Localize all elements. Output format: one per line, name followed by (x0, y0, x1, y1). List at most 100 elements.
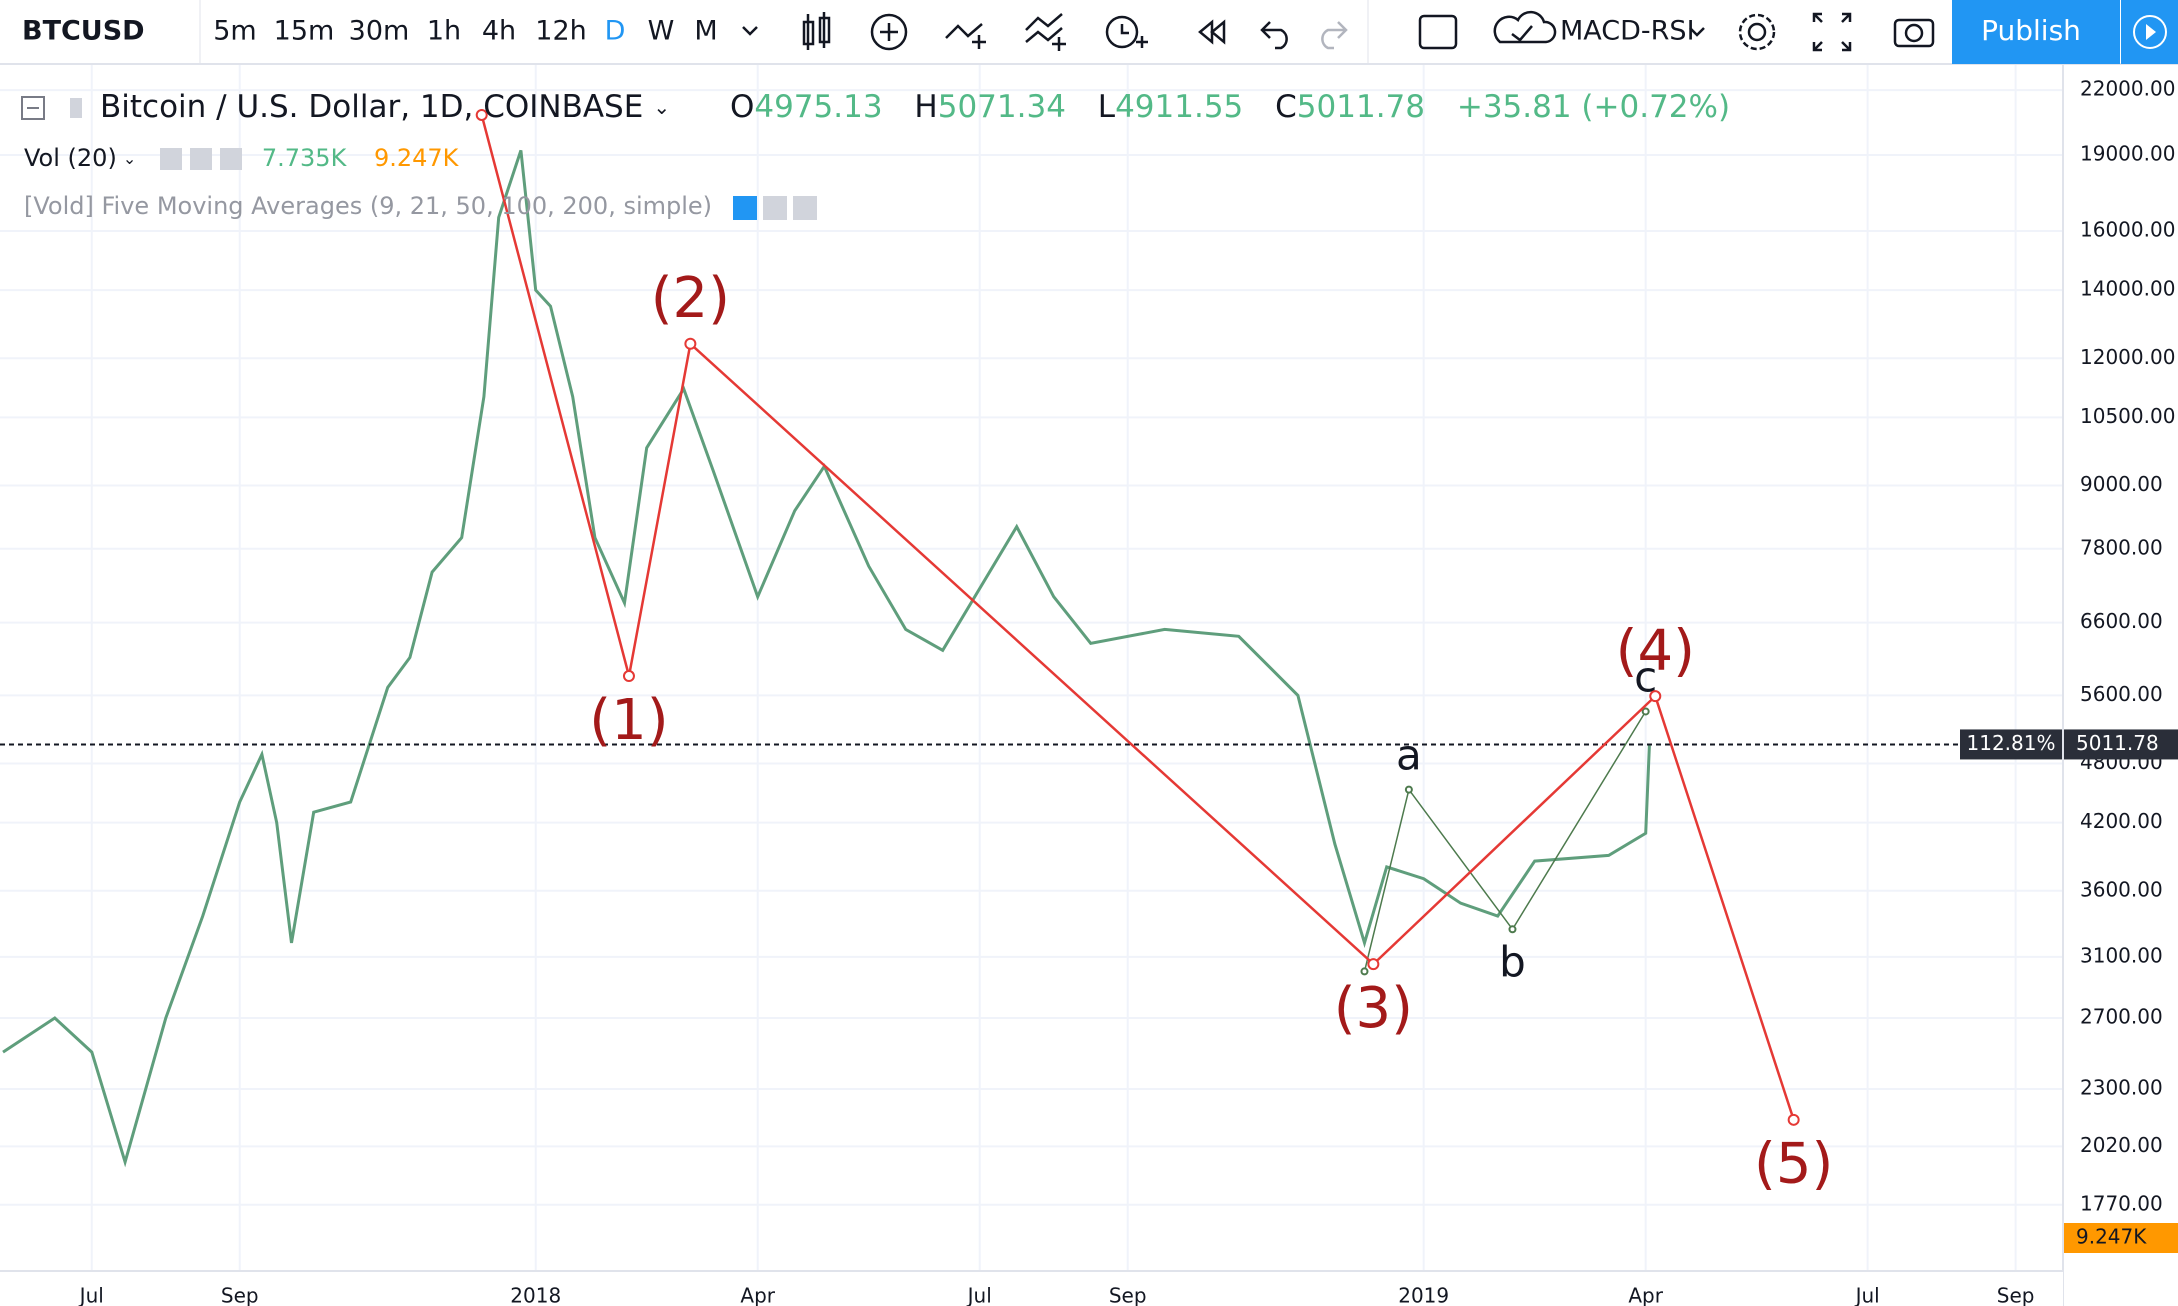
interval-button[interactable]: 5m (213, 16, 256, 47)
interval-button[interactable]: W (648, 16, 675, 47)
x-tick-label: Jul (966, 1284, 992, 1306)
redo-button[interactable] (1321, 21, 1348, 50)
snapshot-button[interactable] (1893, 18, 1935, 48)
open-value: 4975.13 (754, 89, 882, 125)
toolbar (0, 0, 2178, 64)
change-value: +35.81 (+0.72%) (1457, 89, 1730, 125)
percent-badge (1960, 729, 2062, 760)
price-axis[interactable] (2063, 65, 2178, 1306)
subwaves-label: b (1499, 937, 1526, 986)
y-tick-label: 5600.00 (2080, 682, 2163, 706)
waves-point (1787, 1113, 1800, 1126)
open-label: O (730, 89, 754, 125)
y-tick-label: 1770.00 (2080, 1191, 2163, 1215)
time-axis[interactable] (0, 1271, 2063, 1306)
publish-menu-icon (2133, 15, 2167, 49)
high-value: 5071.34 (938, 89, 1066, 125)
x-tick-label: Jul (1854, 1284, 1880, 1306)
volume-ma-value: 9.247K (374, 144, 460, 172)
ma-legend[interactable]: [Vold] Five Moving Averages (9, 21, 50, … (24, 192, 712, 220)
volume-legend: Vol (20) ⌄ 7.735K 9.247K (24, 144, 460, 172)
y-tick-label: 7800.00 (2080, 535, 2163, 559)
close-value: 5011.78 (1297, 89, 1425, 125)
waves-line (480, 114, 1795, 1121)
interval-button[interactable]: 12h (535, 16, 586, 47)
series-legend: Bitcoin / U.S. Dollar, 1D, COINBASE ⌄ O49… (100, 89, 1730, 125)
x-tick-label: Jul (78, 1284, 104, 1306)
interval-dropdown[interactable] (742, 26, 758, 36)
interval-button[interactable]: M (694, 16, 717, 47)
undo-button[interactable] (1260, 21, 1288, 50)
add-indicator-button[interactable] (870, 13, 908, 51)
y-tick-label: 16000.00 (2080, 218, 2175, 242)
interval-button[interactable]: 30m (349, 16, 410, 47)
volume-value: 7.735K (262, 144, 348, 172)
low-label: L (1098, 89, 1116, 125)
y-tick-label: 2300.00 (2080, 1075, 2163, 1099)
waves-point (475, 108, 488, 121)
waves-label: (5) (1754, 1132, 1833, 1197)
ma-controls[interactable] (733, 196, 817, 220)
x-tick-label: Apr (740, 1284, 775, 1306)
subwaves-point (1404, 785, 1413, 794)
templates-button[interactable] (1025, 13, 1066, 51)
y-tick-label: 3100.00 (2080, 943, 2163, 967)
volume-controls[interactable] (160, 148, 242, 170)
volume-ma-badge (2064, 1223, 2178, 1253)
x-tick-label: Sep (221, 1284, 259, 1306)
y-tick-label: 14000.00 (2080, 277, 2175, 301)
price-label: 5011.78 (2076, 731, 2159, 755)
subwaves-point (1641, 707, 1650, 716)
y-tick-label: 10500.00 (2080, 404, 2175, 428)
y-tick-label: 12000.00 (2080, 345, 2175, 369)
low-value: 4911.55 (1115, 89, 1243, 125)
waves-point (622, 670, 635, 683)
y-tick-label: 4200.00 (2080, 809, 2163, 833)
waves-label: (3) (1334, 976, 1413, 1041)
interval-button[interactable]: 15m (274, 16, 335, 47)
subwaves-line (1363, 711, 1647, 972)
waves-point (1649, 690, 1662, 703)
publish-menu-icon (2146, 24, 2156, 40)
fullscreen-button[interactable] (1812, 12, 1852, 52)
replay-button[interactable] (1198, 19, 1226, 45)
x-tick-label: 2019 (1398, 1284, 1449, 1306)
subwaves-label: c (1634, 652, 1657, 701)
candle-type-button[interactable] (802, 12, 831, 50)
subwaves-point (1360, 967, 1369, 976)
compare-button[interactable] (945, 23, 986, 49)
interval-button[interactable]: D (605, 16, 626, 47)
layout-button[interactable] (1418, 14, 1458, 50)
series-title[interactable]: Bitcoin / U.S. Dollar, 1D, COINBASE (100, 89, 643, 125)
x-tick-label: Apr (1628, 1284, 1663, 1306)
alert-button[interactable] (1105, 15, 1148, 49)
interval-button[interactable]: 1h (427, 16, 461, 47)
y-tick-label: 2020.00 (2080, 1133, 2163, 1157)
volume-title[interactable]: Vol (20) (24, 144, 117, 172)
y-tick-label: 3600.00 (2080, 877, 2163, 901)
waves-point (684, 337, 697, 350)
close-label: C (1275, 89, 1297, 125)
volume-ma-label: 9.247K (2076, 1225, 2147, 1249)
publish-button[interactable] (1952, 0, 2120, 64)
x-tick-label: Sep (1997, 1284, 2035, 1306)
y-tick-label: 9000.00 (2080, 472, 2163, 496)
collapse-button[interactable] (21, 96, 45, 120)
subwaves-point (1508, 925, 1517, 934)
settings-button[interactable] (1738, 13, 1776, 51)
percent-label: 112.81% (1967, 731, 2056, 755)
waves-label: (4) (1616, 618, 1695, 683)
y-tick-label: 6600.00 (2080, 609, 2163, 633)
price-badge (2064, 729, 2178, 760)
high-label: H (914, 89, 937, 125)
interval-button[interactable]: 4h (482, 16, 516, 47)
waves-label: (2) (651, 266, 730, 331)
symbol-flag (70, 98, 82, 118)
indicator-template[interactable]: MACD-RSI (1493, 10, 1705, 47)
price-line (2, 149, 1651, 1168)
waves-point (1367, 958, 1380, 971)
publish-label: Publish (1981, 14, 2081, 47)
x-tick-label: Sep (1109, 1284, 1147, 1306)
symbol[interactable]: BTCUSD (22, 16, 145, 47)
waves-label: (1) (589, 688, 668, 753)
